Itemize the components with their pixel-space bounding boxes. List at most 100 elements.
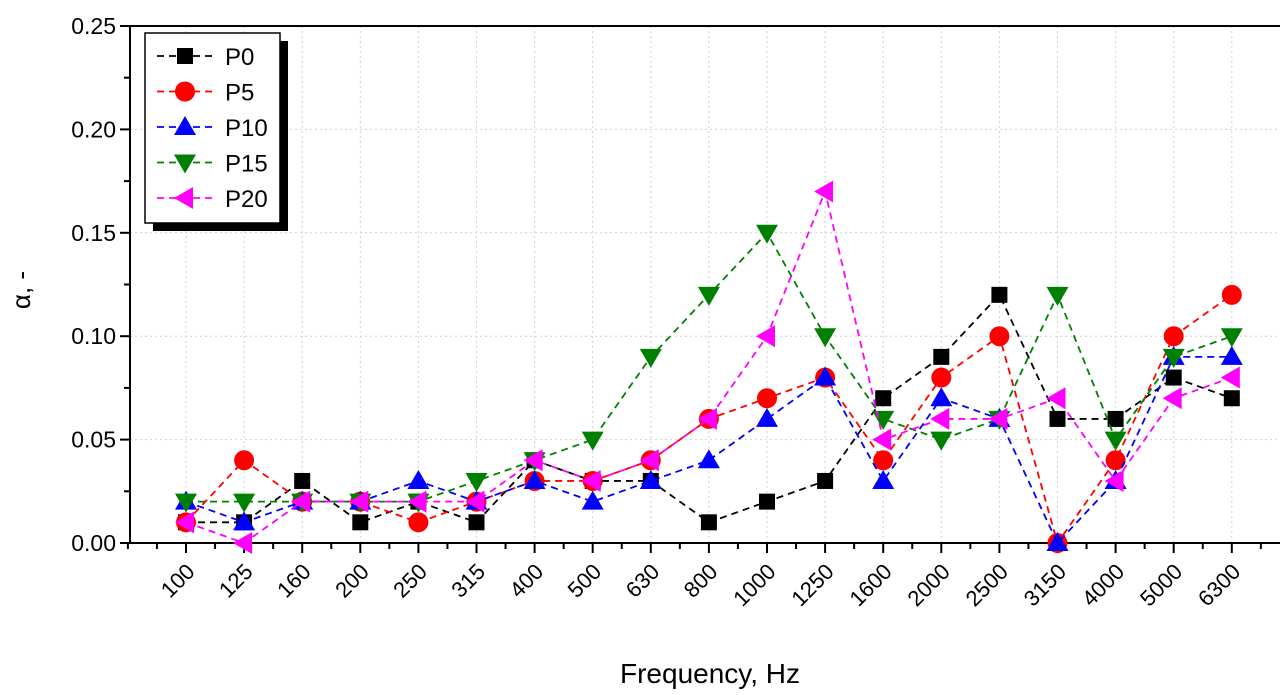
- data-point-p15: [233, 493, 256, 513]
- data-point-p20: [872, 428, 892, 451]
- data-point-p15: [465, 472, 488, 492]
- x-tick-label: 400: [504, 559, 548, 603]
- y-tick-label: 0.25: [71, 13, 116, 39]
- data-point-p20: [639, 449, 659, 472]
- legend-box: [144, 32, 281, 224]
- y-axis-label: α, -: [6, 271, 36, 309]
- data-point-p20: [988, 407, 1008, 430]
- legend-marker-p5: [175, 81, 195, 102]
- legend-marker-p0: [177, 48, 193, 64]
- x-tick-label: 800: [679, 559, 723, 603]
- data-point-p5: [989, 326, 1010, 347]
- data-point-p0: [991, 286, 1008, 303]
- legend-label-p10: P10: [225, 115, 268, 142]
- data-point-p15: [872, 410, 895, 430]
- x-tick-label: 4000: [1077, 559, 1129, 611]
- data-point-p5: [1163, 326, 1184, 347]
- data-point-p15: [1162, 348, 1185, 368]
- data-point-p20: [756, 325, 775, 348]
- data-point-p0: [352, 514, 369, 531]
- data-point-p10: [930, 387, 953, 407]
- data-point-p10: [1046, 532, 1069, 551]
- data-point-p15: [175, 493, 197, 513]
- legend-marker-p15: [174, 154, 196, 174]
- data-point-p0: [700, 514, 717, 531]
- x-tick-label: 1250: [786, 559, 838, 611]
- data-point-p0: [875, 390, 892, 407]
- data-point-p15: [581, 431, 604, 451]
- data-point-p15: [1220, 328, 1243, 348]
- x-tick-label: 250: [388, 559, 432, 603]
- data-point-p15: [756, 224, 778, 244]
- data-point-p20: [465, 490, 485, 513]
- data-point-p10: [581, 490, 604, 510]
- data-point-p20: [930, 407, 950, 430]
- x-tick-label: 3150: [1019, 559, 1071, 611]
- y-tick-label: 0.10: [71, 323, 116, 349]
- data-point-p10: [523, 469, 546, 489]
- data-point-p10: [872, 469, 895, 489]
- data-point-p20: [1046, 387, 1066, 410]
- data-point-p0: [468, 514, 485, 531]
- legend-marker-p10: [174, 116, 196, 135]
- data-point-p0: [294, 472, 311, 489]
- series-p0: [178, 286, 1240, 531]
- x-tick-label: 1600: [844, 559, 896, 611]
- data-point-p5: [408, 512, 429, 533]
- data-point-p0: [1107, 410, 1124, 427]
- data-point-p10: [407, 469, 430, 489]
- data-point-p10: [1220, 345, 1243, 365]
- x-tick-label: 315: [446, 559, 490, 603]
- data-point-p20: [1104, 469, 1124, 492]
- x-tick-label: 125: [214, 559, 258, 603]
- data-point-p15: [930, 431, 953, 451]
- legend-label-p5: P5: [225, 80, 254, 107]
- series-p20: [175, 180, 1240, 554]
- data-point-p10: [756, 407, 778, 427]
- data-point-p0: [1049, 410, 1066, 427]
- y-tick-label: 0.20: [71, 116, 116, 142]
- data-point-p15: [1046, 286, 1069, 306]
- data-point-p15: [697, 286, 720, 306]
- data-point-p5: [1105, 450, 1126, 471]
- data-point-p10: [233, 511, 256, 531]
- data-point-p10: [697, 449, 720, 469]
- data-point-p20: [1220, 366, 1240, 389]
- y-tick-label: 0.05: [71, 427, 116, 453]
- data-point-p0: [1165, 369, 1182, 386]
- data-point-p0: [933, 348, 950, 365]
- data-point-p0: [759, 493, 775, 510]
- series-layer: [175, 180, 1243, 554]
- x-tick-label: 160: [272, 559, 316, 603]
- x-tick-label: 1000: [728, 559, 780, 611]
- x-tick-label: 630: [621, 559, 665, 603]
- data-point-p5: [873, 450, 894, 471]
- legend-marker-p20: [174, 187, 193, 209]
- data-point-p20: [814, 180, 834, 203]
- data-point-p20: [233, 532, 253, 554]
- data-point-p20: [523, 449, 543, 472]
- legend: P0 P5 P10 P15 P20: [144, 32, 288, 231]
- legend-label-p0: P0: [225, 44, 254, 71]
- data-point-p20: [1162, 387, 1182, 410]
- legend-label-p20: P20: [225, 186, 268, 213]
- x-tick-label: 500: [563, 559, 607, 603]
- y-tick-label: 0.00: [71, 530, 116, 556]
- data-point-p20: [175, 511, 194, 534]
- data-point-p10: [639, 469, 662, 489]
- data-point-p20: [581, 469, 601, 492]
- series-line-p0: [186, 293, 1233, 524]
- data-point-p5: [757, 388, 777, 409]
- data-point-p15: [639, 348, 662, 368]
- x-tick-label: 100: [156, 559, 200, 603]
- data-point-p5: [931, 367, 952, 388]
- legend-label-p15: P15: [225, 151, 268, 178]
- data-point-p20: [291, 490, 311, 513]
- x-axis-label: Frequency, Hz: [620, 658, 800, 689]
- x-tick-label: 2000: [903, 559, 955, 611]
- x-tick-label: 5000: [1135, 559, 1187, 611]
- data-point-p15: [1104, 431, 1127, 451]
- data-point-p10: [814, 366, 837, 386]
- y-tick-label: 0.15: [71, 220, 116, 246]
